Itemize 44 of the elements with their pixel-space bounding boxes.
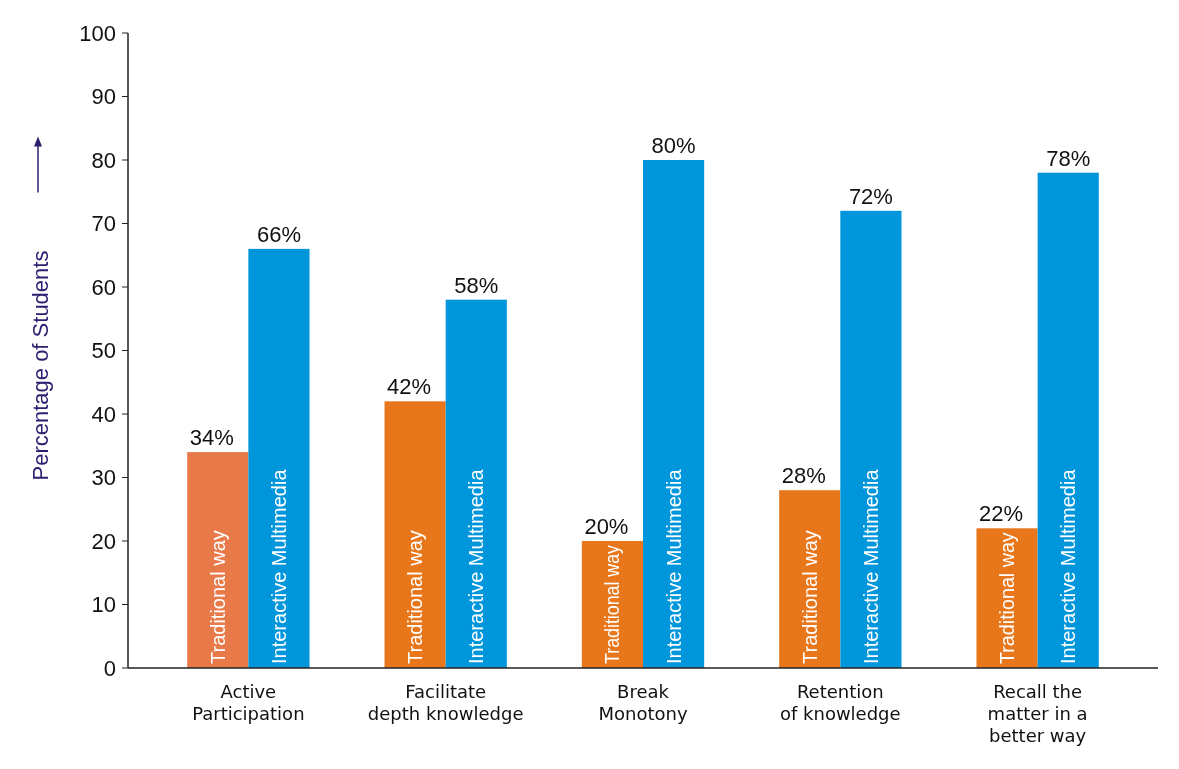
y-tick-label: 70 bbox=[91, 211, 116, 237]
text: Traditional way bbox=[798, 530, 821, 664]
y-tick-label: 20 bbox=[91, 528, 116, 554]
bar bbox=[976, 528, 1038, 668]
text: Interactive Multimedia bbox=[465, 469, 488, 664]
y-tick-label: 60 bbox=[91, 274, 116, 300]
y-axis-title: Percentage of Students bbox=[28, 250, 53, 481]
text: Traditional way bbox=[404, 530, 427, 664]
text: Interactive Multimedia bbox=[1057, 469, 1080, 664]
y-tick-label: 90 bbox=[91, 84, 116, 110]
bar bbox=[840, 210, 902, 668]
bar bbox=[1037, 172, 1099, 668]
data-label: 72% bbox=[848, 183, 893, 209]
bar bbox=[445, 299, 507, 668]
y-tick-label: 10 bbox=[91, 592, 116, 618]
bar bbox=[384, 401, 446, 668]
x-tick-label: Active Participation bbox=[192, 681, 305, 724]
x-tick-label: Break Monotony bbox=[598, 681, 688, 724]
x-tick-label: Retention of knowledge bbox=[780, 681, 901, 724]
bar bbox=[187, 452, 249, 668]
text: Traditional way bbox=[206, 530, 229, 664]
text: Interactive Multimedia bbox=[859, 469, 882, 664]
data-label: 78% bbox=[1046, 145, 1091, 171]
data-label: 34% bbox=[189, 425, 234, 451]
data-label: 42% bbox=[387, 374, 432, 400]
y-tick-label: 50 bbox=[91, 338, 116, 364]
data-label: 28% bbox=[781, 463, 826, 489]
series-label: Interactive Multimedia bbox=[267, 468, 290, 664]
x-tick-label: Facilitate depth knowledge bbox=[367, 681, 524, 724]
y-tick-label: 0 bbox=[103, 655, 116, 681]
x-tick-label: Recall the matter in a better way bbox=[987, 681, 1088, 746]
y-tick-label: 100 bbox=[79, 20, 116, 46]
y-tick-label: 40 bbox=[91, 401, 116, 427]
data-label: 22% bbox=[979, 501, 1024, 527]
bar bbox=[779, 490, 841, 668]
data-label: 58% bbox=[454, 272, 499, 298]
data-label: 80% bbox=[651, 133, 696, 158]
y-tick-label: 80 bbox=[91, 147, 116, 173]
data-label: 66% bbox=[256, 221, 301, 247]
bar bbox=[248, 248, 310, 668]
series-label: Traditional way bbox=[996, 530, 1019, 664]
y-tick-label: 30 bbox=[91, 465, 116, 491]
bar bbox=[643, 160, 705, 668]
text: Interactive Multimedia bbox=[662, 469, 685, 664]
